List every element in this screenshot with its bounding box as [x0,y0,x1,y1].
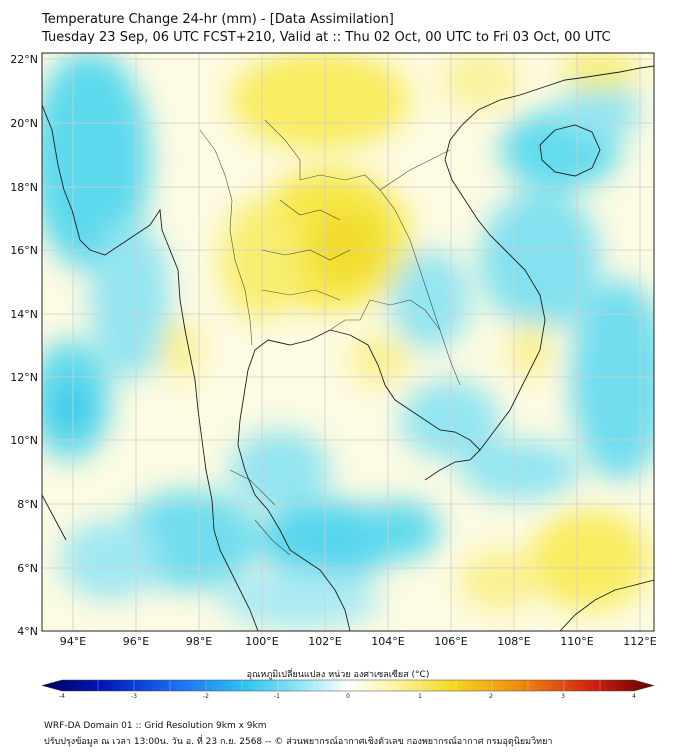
colorbar-tick: -1 [274,693,280,700]
lon-label: 94°E [60,635,86,648]
coastlines [42,65,654,631]
map-frame [41,52,655,632]
lat-label: 8°N [17,498,38,511]
graticule [42,53,654,631]
lon-label: 96°E [123,635,149,648]
colorbar-tick: -3 [131,693,137,700]
lat-label: 4°N [17,625,38,638]
lat-label: 18°N [10,181,38,194]
borders [199,119,461,556]
map-title: Temperature Change 24-hr (mm) - [Data As… [42,12,394,27]
colorbar-tick: 1 [418,693,422,700]
footer-update-info: ปรับปรุงข้อมูล ณ เวลา 13:00น. วัน อ. ที่… [44,737,553,747]
lat-label: 14°N [10,308,38,321]
lon-label: 102°E [308,635,341,648]
lon-axis: 94°E 96°E 98°E 100°E 102°E 104°E 106°E 1… [60,635,657,648]
footer-model-info: WRF-DA Domain 01 :: Grid Resolution 9km … [44,721,267,731]
colorbar-tick: 2 [489,693,493,700]
lon-label: 104°E [371,635,404,648]
lat-label: 12°N [10,371,38,384]
lon-label: 112°E [623,635,656,648]
lon-label: 100°E [245,635,278,648]
colorbar-label: อุณหภูมิเปลี่ยนแปลง หน่วย องศาเซลเซียส (… [246,670,430,680]
lat-label: 6°N [17,562,38,575]
colorbar [41,679,655,692]
lon-label: 108°E [497,635,530,648]
colorbar-bar [41,679,655,692]
temperature-field [42,53,654,631]
colorbar-tick: -2 [203,693,209,700]
lat-label: 20°N [10,117,38,130]
lat-axis: 22°N 20°N 18°N 16°N 14°N 12°N 10°N 8°N 6… [10,53,38,638]
colorbar-tick: -4 [59,693,65,700]
lat-label: 10°N [10,434,38,447]
lon-label: 106°E [434,635,467,648]
lat-label: 22°N [10,53,38,66]
colorbar-tick: 3 [561,693,565,700]
map-subtitle: Tuesday 23 Sep, 06 UTC FCST+210, Valid a… [42,30,611,45]
lon-label: 110°E [560,635,593,648]
colorbar-tick: 4 [632,693,636,700]
lat-label: 16°N [10,244,38,257]
lon-label: 98°E [186,635,212,648]
colorbar-tick: 0 [346,693,350,700]
